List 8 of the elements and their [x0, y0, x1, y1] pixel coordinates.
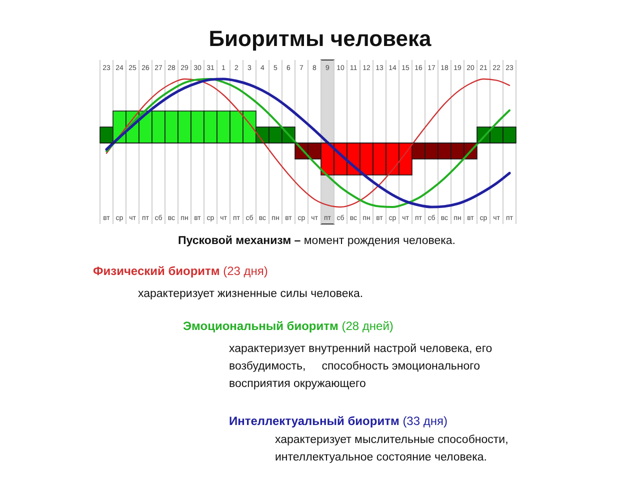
text: Физический биоритм (23 дня): [93, 264, 268, 278]
text: Интеллектуальный биоритм (33 дня): [229, 414, 448, 428]
text: характеризует мыслительные способности, интеллектуальное состояние человека.: [275, 434, 508, 464]
text: Пусковой механизм – момент рождения человека.: [178, 235, 456, 247]
text: характеризует жизненные силы человека.: [138, 288, 364, 300]
text: характеризует внутренний настрой человека, его возбудимость, способность эмоционального восприятия окружающего: [229, 343, 492, 390]
text: Эмоциональный биоритм (28 дней): [183, 319, 394, 333]
chart-title: Биоритмы человека: [208, 26, 432, 51]
